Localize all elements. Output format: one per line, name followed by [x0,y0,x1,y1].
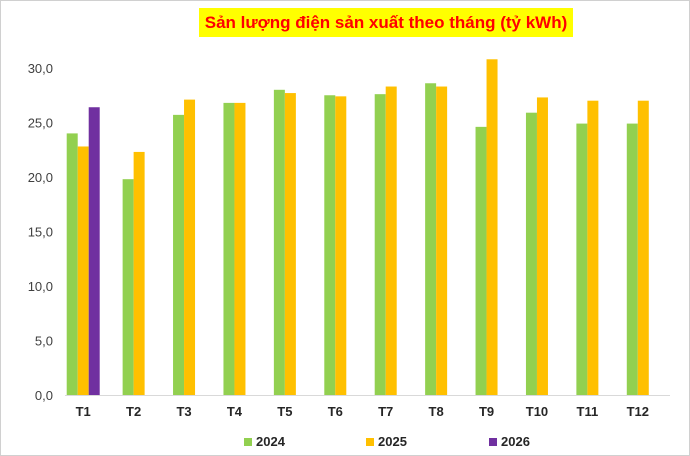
y-tick-label: 5,0 [35,334,53,349]
bar-2025-T5 [284,93,296,395]
bar-2025-T3 [184,99,196,396]
legend: 2024 2025 2026 [244,434,530,449]
x-tick-label: T8 [429,404,444,419]
y-axis: 0,0 5,0 10,0 15,0 20,0 25,0 30,0 [28,61,53,403]
chart-title: Sản lượng điện sản xuất theo tháng (tỷ k… [204,12,568,32]
bar-2025-T12 [637,100,649,395]
bar-2025-T10 [536,97,548,396]
bar-2024-T7 [374,94,386,395]
legend-label-2024: 2024 [256,434,286,449]
legend-swatch-2026 [489,438,497,446]
x-tick-label: T4 [227,404,243,419]
bar-2024-T4 [223,102,235,395]
bar-2024-T1 [66,133,78,395]
x-tick-label: T10 [526,404,548,419]
bar-2024-T12 [626,123,638,395]
y-tick-label: 30,0 [28,61,53,76]
bar-2025-T7 [385,86,397,395]
bars-group [66,59,649,396]
legend-swatch-2024 [244,438,252,446]
bar-2024-T10 [525,112,537,395]
x-tick-label: T12 [627,404,649,419]
bar-2025-T6 [335,96,347,395]
bar-2024-T2 [122,179,134,395]
bar-2024-T3 [173,114,185,396]
bar-2024-T11 [576,123,588,395]
y-tick-label: 10,0 [28,279,53,294]
x-tick-label: T2 [126,404,141,419]
x-tick-label: T1 [76,404,91,419]
legend-label-2025: 2025 [378,434,407,449]
chart-title-box: Sản lượng điện sản xuất theo tháng (tỷ k… [199,8,573,37]
bar-2024-T5 [273,89,285,396]
y-tick-label: 15,0 [28,225,53,240]
x-tick-label: T6 [328,404,343,419]
x-tick-label: T5 [277,404,292,419]
bar-2025-T9 [486,59,498,395]
bar-2025-T2 [133,151,145,395]
y-tick-label: 0,0 [35,388,53,403]
bar-2024-T8 [425,83,437,395]
y-tick-label: 20,0 [28,170,53,185]
x-axis: T1 T2 T3 T4 T5 T6 T7 T8 T9 T10 T11 T12 [65,395,670,419]
bar-2025-T4 [234,102,246,395]
bar-2025-T8 [436,86,448,395]
bar-2025-T1 [77,146,89,395]
y-tick-label: 25,0 [28,116,53,131]
x-tick-label: T9 [479,404,494,419]
x-tick-label: T3 [176,404,191,419]
bar-2024-T6 [324,95,336,395]
legend-swatch-2025 [366,438,374,446]
x-tick-label: T7 [378,404,393,419]
legend-label-2026: 2026 [501,434,530,449]
bar-2026-T1 [88,107,100,396]
x-tick-label: T11 [577,404,599,419]
bar-2024-T9 [475,126,487,396]
bar-2025-T11 [587,100,599,395]
